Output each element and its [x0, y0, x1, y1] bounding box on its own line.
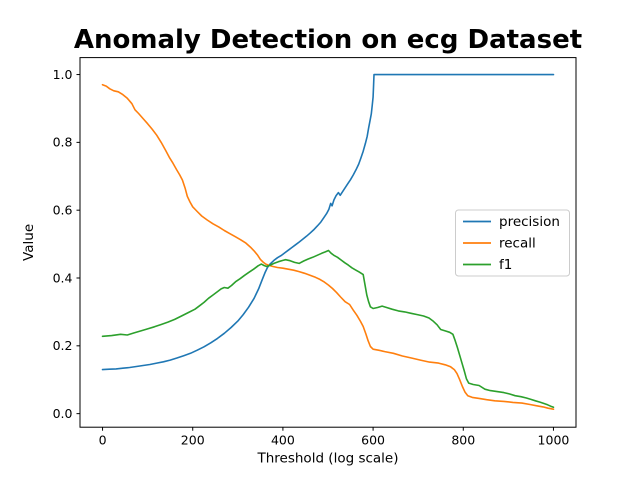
- y-tick-label: 1.0: [53, 67, 73, 82]
- x-tick-label: 200: [181, 433, 205, 448]
- legend-label-recall: recall: [499, 236, 536, 252]
- legend-box: [455, 209, 570, 277]
- x-tick-label: 1000: [538, 433, 570, 448]
- series-lines: [101, 73, 555, 411]
- series-line-precision: [101, 73, 555, 371]
- x-tick-label: 800: [451, 433, 475, 448]
- y-tick-label: 0.8: [53, 135, 73, 150]
- legend: precision recall f1: [455, 209, 570, 277]
- series-line-f1: [101, 249, 555, 409]
- y-tick-label: 0.4: [53, 270, 73, 285]
- chart-title: Anomaly Detection on ecg Dataset: [74, 25, 582, 55]
- y-tick-label: 0.2: [53, 338, 73, 353]
- x-axis-label: Threshold (log scale): [256, 451, 398, 467]
- axis-ticks: 0 200 400 600 800 1000 0.0 0.2 0.4 0.6 0.8 1.0: [53, 67, 570, 448]
- legend-label-f1: f1: [499, 257, 512, 273]
- y-axis-label: Value: [21, 224, 37, 261]
- x-tick-label: 600: [361, 433, 385, 448]
- series-line-recall: [101, 83, 555, 411]
- legend-label-precision: precision: [499, 214, 560, 230]
- y-tick-label: 0.6: [53, 202, 73, 217]
- x-tick-label: 0: [99, 433, 107, 448]
- plot-area-border: [79, 57, 577, 428]
- x-tick-label: 400: [271, 433, 295, 448]
- y-tick-label: 0.0: [53, 406, 73, 421]
